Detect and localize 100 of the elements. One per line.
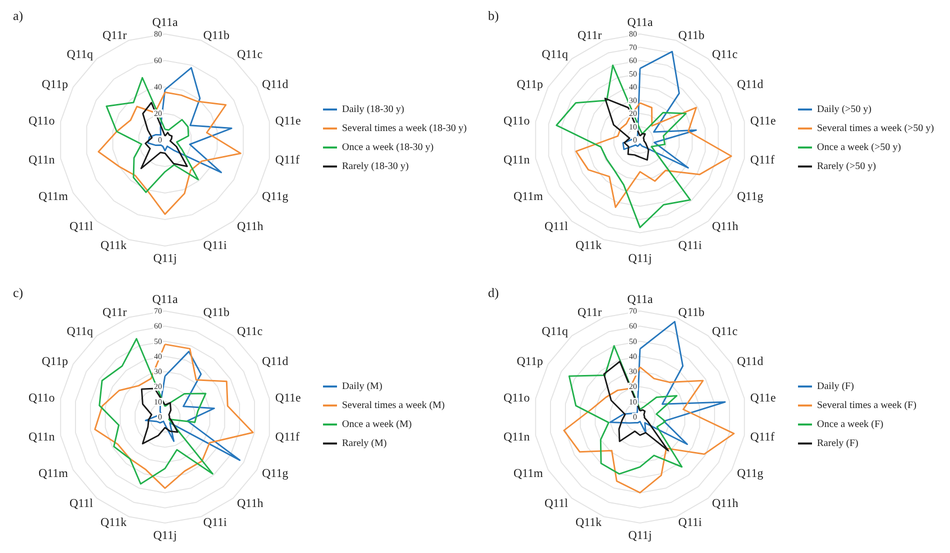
spoke-label: Q11a [152, 15, 178, 29]
spoke-label: Q11i [203, 238, 228, 252]
spoke-label: Q11n [28, 152, 55, 166]
y-tick-label: 70 [629, 306, 637, 316]
y-tick-label: 30 [154, 367, 162, 376]
y-tick-label: 80 [154, 30, 162, 38]
y-tick-label: 30 [629, 96, 637, 105]
legend-label: Once a week (M) [342, 419, 412, 430]
legend-label: Several times a week (>50 y) [817, 123, 934, 134]
spoke-label: Q11r [102, 304, 127, 319]
spoke-label: Q11i [203, 515, 228, 530]
spoke-label: Q11b [203, 28, 230, 42]
chart-title: b) [488, 8, 499, 23]
spoke-label: Q11h [236, 496, 264, 510]
spoke-label: Q11e [275, 114, 301, 128]
spoke-label: Q11c [236, 324, 263, 338]
legend-label: Once a week (18-30 y) [342, 142, 434, 153]
spoke-label: Q11g [262, 189, 288, 203]
legend-label: Rarely (M) [342, 438, 387, 449]
legend-label: Daily (M) [342, 381, 382, 392]
spoke-label: Q11d [262, 354, 288, 368]
spoke-label: Q11b [678, 304, 705, 319]
spoke-label: Q11p [516, 354, 544, 368]
spoke-label: Q11d [736, 354, 764, 368]
legend-label: Rarely (F) [817, 438, 858, 449]
y-tick-label: 50 [629, 336, 637, 346]
y-tick-label: 40 [154, 82, 162, 92]
spoke-label: Q11c [712, 324, 738, 338]
spoke-label: Q11o [503, 114, 530, 128]
spoke-label: Q11b [678, 28, 705, 42]
y-tick-label: 20 [629, 109, 637, 118]
spoke-label: Q11f [750, 429, 775, 444]
y-tick-label: 10 [629, 397, 637, 406]
spoke-label: Q11g [262, 466, 288, 480]
spoke-label: Q11j [628, 251, 652, 265]
chart-title: d) [488, 285, 499, 300]
spoke-label: Q11p [42, 77, 68, 91]
y-tick-label: 60 [154, 322, 162, 331]
spoke-label: Q11e [275, 390, 301, 405]
spoke-label: Q11c [712, 47, 738, 62]
spoke-label: Q11k [100, 515, 127, 530]
legend-label: Once a week (>50 y) [817, 142, 901, 153]
spoke-label: Q11j [153, 251, 177, 265]
spoke-label: Q11l [69, 496, 94, 510]
spoke-label: Q11l [69, 218, 94, 233]
spoke-label: Q11i [678, 515, 703, 530]
y-tick-label: 20 [154, 109, 162, 118]
spoke-label: Q11n [503, 429, 530, 444]
spoke-label: Q11r [577, 28, 602, 42]
spoke-label: Q11b [203, 304, 230, 319]
legend-label: Several times a week (F) [817, 400, 916, 411]
spoke-label: Q11r [577, 304, 602, 319]
spoke-label: Q11o [28, 390, 55, 405]
y-tick-label: 70 [154, 306, 162, 316]
spoke-label: Q11o [28, 114, 55, 128]
spoke-label: Q11m [513, 189, 544, 203]
spoke-label: Q11f [750, 152, 775, 166]
y-tick-label: 10 [154, 397, 162, 406]
y-tick-label: 0 [158, 136, 162, 144]
spoke-label: Q11j [153, 528, 177, 542]
legend-label: Daily (18-30 y) [342, 104, 404, 115]
y-tick-label: 0 [633, 136, 637, 144]
spoke-label: Q11n [28, 429, 55, 444]
spoke-label: Q11a [627, 292, 654, 306]
legend-label: Several times a week (18-30 y) [342, 123, 467, 134]
y-tick-label: 30 [629, 367, 637, 376]
spoke-label: Q11c [236, 47, 263, 62]
spoke-label: Q11e [750, 390, 776, 405]
y-tick-label: 50 [154, 336, 162, 346]
spoke-label: Q11p [42, 354, 68, 368]
y-tick-label: 0 [633, 412, 637, 422]
spoke-label: Q11j [628, 528, 652, 542]
spoke-label: Q11i [678, 238, 703, 252]
y-tick-label: 10 [629, 122, 637, 132]
spoke-label: Q11k [575, 238, 602, 252]
y-tick-label: 60 [629, 322, 637, 331]
y-tick-label: 40 [629, 352, 637, 361]
spoke-label: Q11g [736, 189, 764, 203]
y-tick-label: 50 [629, 69, 637, 78]
spoke-label: Q11a [152, 292, 178, 306]
spoke-label: Q11q [542, 324, 568, 338]
spoke-label: Q11q [66, 324, 94, 338]
spoke-label: Q11m [38, 466, 69, 480]
spoke-label: Q11r [102, 28, 127, 42]
legend-label: Rarely (18-30 y) [342, 161, 409, 172]
y-tick-label: 70 [629, 42, 637, 52]
y-tick-label: 60 [154, 56, 162, 65]
spoke-label: Q11k [575, 515, 602, 530]
spoke-label: Q11f [275, 429, 300, 444]
spoke-label: Q11h [712, 496, 738, 510]
legend-label: Daily (>50 y) [817, 104, 872, 115]
spoke-label: Q11m [38, 189, 69, 203]
y-tick-label: 20 [629, 382, 637, 392]
spoke-label: Q11h [236, 218, 264, 233]
y-tick-label: 80 [629, 30, 637, 38]
y-tick-label: 60 [629, 56, 637, 65]
spoke-label: Q11f [275, 152, 300, 166]
spoke-label: Q11l [544, 218, 569, 233]
spoke-label: Q11d [262, 77, 288, 91]
spoke-label: Q11e [750, 114, 776, 128]
